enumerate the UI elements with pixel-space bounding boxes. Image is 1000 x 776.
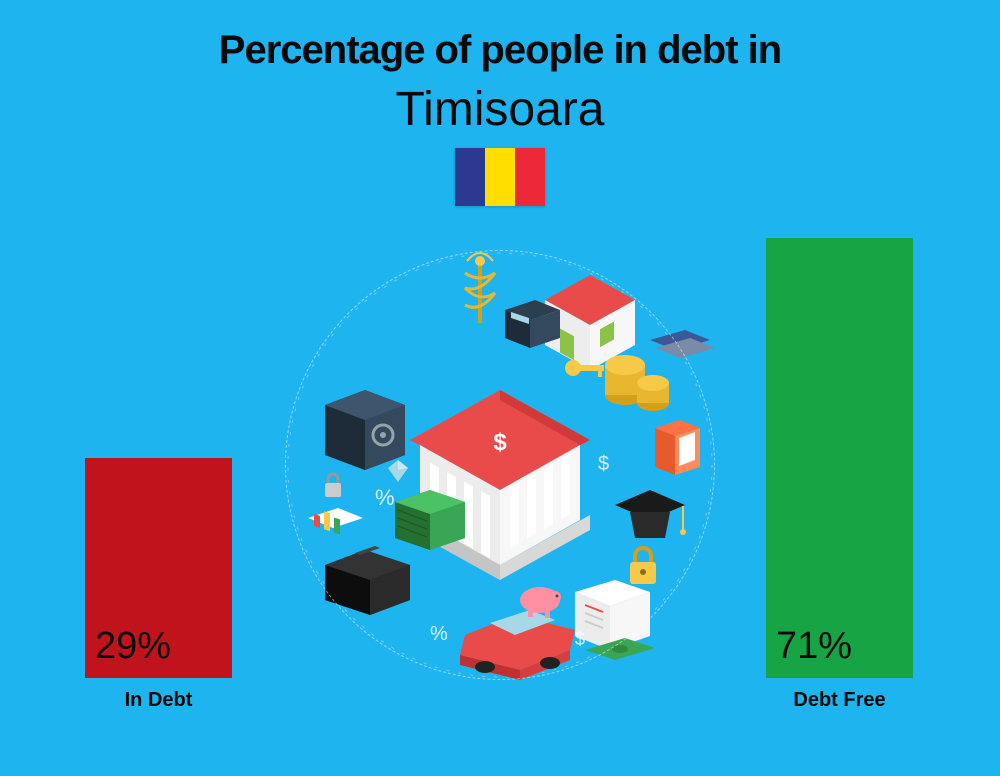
bar-debt-free-value: 71% — [776, 625, 852, 668]
bar-in-debt-label: In Debt — [85, 689, 232, 712]
title-line-2: Timisoara — [0, 82, 1000, 137]
flag-stripe-red — [515, 148, 545, 206]
finance-illustration: $ — [280, 245, 720, 685]
bar-debt-free: 71% — [766, 238, 913, 678]
bar-in-debt-value: 29% — [95, 625, 171, 668]
bar-in-debt: 29% — [85, 458, 232, 678]
flag-romania — [455, 148, 545, 206]
flag-stripe-blue — [455, 148, 485, 206]
title-line-1: Percentage of people in debt in — [0, 28, 1000, 73]
bar-debt-free-label: Debt Free — [766, 689, 913, 712]
illustration-circle-outline — [285, 250, 715, 680]
flag-stripe-yellow — [485, 148, 515, 206]
